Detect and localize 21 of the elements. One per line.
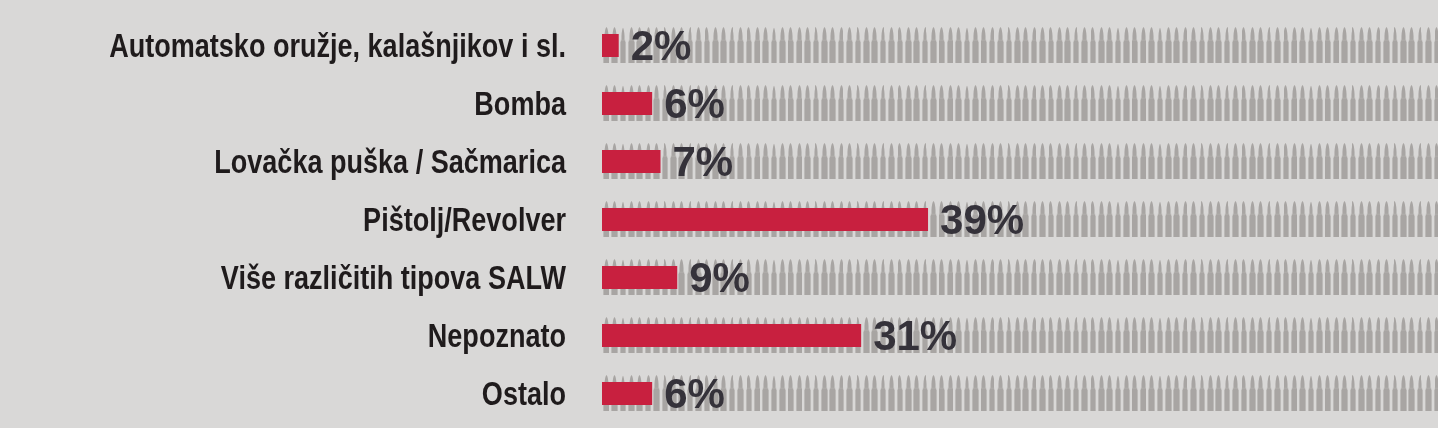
data-label: 6% bbox=[664, 370, 725, 418]
y-tick-label: Automatsko oružje, kalašnjikov i sl. bbox=[109, 27, 566, 64]
data-label: 2% bbox=[630, 22, 692, 70]
bar bbox=[602, 34, 619, 57]
y-tick-label: Lovačka puška / Sačmarica bbox=[214, 143, 567, 180]
data-label: 7% bbox=[672, 138, 734, 186]
data-label: 31% bbox=[873, 312, 958, 360]
y-tick-label: Više različitih tipova SALW bbox=[220, 259, 567, 296]
bar bbox=[602, 150, 661, 173]
y-tick-label: Ostalo bbox=[481, 375, 566, 412]
data-label: 9% bbox=[689, 254, 750, 302]
y-tick-label: Nepoznato bbox=[427, 317, 566, 354]
y-tick-label: Bomba bbox=[474, 85, 567, 122]
bar bbox=[602, 92, 653, 115]
bar bbox=[602, 208, 929, 231]
bar bbox=[602, 382, 653, 405]
bar bbox=[602, 266, 678, 289]
bar bbox=[602, 324, 862, 347]
data-label: 39% bbox=[940, 196, 1025, 244]
data-label: 6% bbox=[664, 80, 725, 128]
y-tick-label: Pištolj/Revolver bbox=[363, 201, 567, 238]
